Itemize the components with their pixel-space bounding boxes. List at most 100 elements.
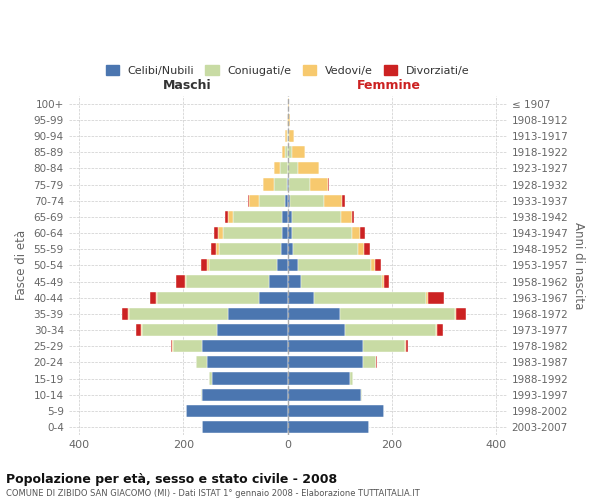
Bar xyxy=(287,324,345,336)
Bar xyxy=(173,340,202,352)
Bar xyxy=(455,308,466,320)
Bar xyxy=(361,388,362,401)
Bar xyxy=(217,324,287,336)
Bar xyxy=(287,227,292,239)
Bar xyxy=(283,211,287,223)
Bar xyxy=(280,162,287,174)
Bar xyxy=(352,227,359,239)
Bar xyxy=(287,405,384,417)
Bar xyxy=(382,276,384,287)
Bar xyxy=(209,260,277,272)
Bar xyxy=(287,178,289,190)
Bar xyxy=(384,276,389,287)
Bar xyxy=(287,421,368,433)
Bar xyxy=(287,388,361,401)
Bar xyxy=(376,356,377,368)
Bar xyxy=(428,292,443,304)
Bar xyxy=(202,340,287,352)
Bar xyxy=(287,243,293,256)
Bar xyxy=(292,211,341,223)
Bar xyxy=(406,340,408,352)
Bar xyxy=(186,276,269,287)
Bar xyxy=(340,308,455,320)
Bar xyxy=(287,260,298,272)
Bar xyxy=(228,308,287,320)
Bar xyxy=(122,308,128,320)
Bar xyxy=(207,356,287,368)
Bar xyxy=(290,194,324,207)
Bar xyxy=(364,356,376,368)
Bar xyxy=(437,324,443,336)
Bar xyxy=(281,243,287,256)
Bar xyxy=(225,211,228,223)
Bar xyxy=(274,178,287,190)
Bar xyxy=(140,324,142,336)
Bar xyxy=(176,276,185,287)
Bar xyxy=(196,356,207,368)
Bar xyxy=(136,324,140,336)
Bar xyxy=(292,146,305,158)
Bar xyxy=(157,292,259,304)
Bar xyxy=(359,227,365,239)
Bar xyxy=(186,405,287,417)
Bar xyxy=(283,146,285,158)
Bar xyxy=(341,211,352,223)
Bar xyxy=(328,178,329,190)
Bar xyxy=(285,146,287,158)
Bar xyxy=(293,243,358,256)
Bar xyxy=(287,98,289,110)
Bar xyxy=(376,260,380,272)
Bar xyxy=(292,227,352,239)
Bar xyxy=(259,292,287,304)
Bar xyxy=(436,324,437,336)
Bar xyxy=(150,292,156,304)
Bar xyxy=(283,227,287,239)
Bar xyxy=(426,292,428,304)
Bar xyxy=(287,276,301,287)
Bar xyxy=(285,130,287,142)
Bar xyxy=(287,194,290,207)
Bar xyxy=(128,308,228,320)
Bar xyxy=(277,260,287,272)
Bar xyxy=(289,130,294,142)
Bar xyxy=(350,372,353,384)
Bar xyxy=(314,292,426,304)
Bar xyxy=(287,114,290,126)
Legend: Celibi/Nubili, Coniugati/e, Vedovi/e, Divorziati/e: Celibi/Nubili, Coniugati/e, Vedovi/e, Di… xyxy=(101,60,475,80)
Bar xyxy=(287,130,289,142)
Bar xyxy=(263,178,274,190)
Bar xyxy=(201,260,208,272)
Y-axis label: Fasce di età: Fasce di età xyxy=(15,230,28,300)
Bar xyxy=(287,340,364,352)
Bar xyxy=(287,308,340,320)
Text: Femmine: Femmine xyxy=(356,79,421,92)
Bar xyxy=(208,260,209,272)
Bar xyxy=(285,194,287,207)
Bar xyxy=(259,194,285,207)
Text: Maschi: Maschi xyxy=(163,79,211,92)
Y-axis label: Anni di nascita: Anni di nascita xyxy=(572,222,585,309)
Bar xyxy=(364,243,370,256)
Bar xyxy=(142,324,217,336)
Bar xyxy=(358,243,364,256)
Bar xyxy=(287,292,314,304)
Bar xyxy=(156,292,157,304)
Bar xyxy=(289,178,310,190)
Bar xyxy=(287,162,298,174)
Bar xyxy=(219,243,281,256)
Bar xyxy=(269,276,287,287)
Text: Popolazione per età, sesso e stato civile - 2008: Popolazione per età, sesso e stato civil… xyxy=(6,472,337,486)
Bar xyxy=(274,162,280,174)
Bar xyxy=(233,211,283,223)
Bar xyxy=(352,211,355,223)
Bar xyxy=(301,276,382,287)
Bar xyxy=(298,260,371,272)
Bar xyxy=(310,178,328,190)
Bar xyxy=(324,194,343,207)
Text: COMUNE DI ZIBIDO SAN GIACOMO (MI) - Dati ISTAT 1° gennaio 2008 - Elaborazione TU: COMUNE DI ZIBIDO SAN GIACOMO (MI) - Dati… xyxy=(6,489,420,498)
Bar xyxy=(228,211,233,223)
Bar xyxy=(218,227,223,239)
Bar xyxy=(364,340,405,352)
Bar xyxy=(345,324,436,336)
Bar xyxy=(216,243,219,256)
